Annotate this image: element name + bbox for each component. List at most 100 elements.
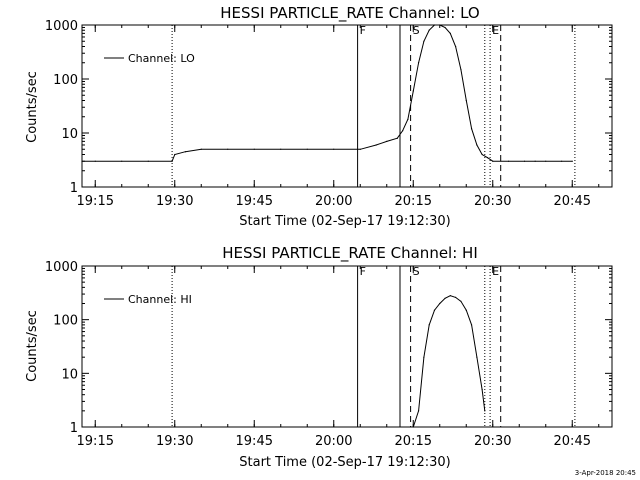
lo-data-point [94, 160, 96, 162]
lo-y-axis-label: Counts/sec [25, 71, 40, 143]
hi-y-axis-label: Counts/sec [25, 310, 40, 382]
hi-marker-label: E [492, 265, 499, 278]
lo-plot-frame [81, 24, 613, 188]
hi-data-point [412, 426, 414, 428]
lo-data-point [200, 148, 202, 150]
hi-plot-area: F S E 1 10 100 1000 19:15 19:30 19:45 20:00 20:15 20… [45, 260, 613, 449]
lo-data-point [561, 160, 563, 162]
lo-data-point [534, 160, 536, 162]
lo-data-point [386, 140, 388, 142]
hi-plot-frame [81, 265, 613, 428]
timestamp-footer: 3-Apr-2018 20:45 [575, 469, 636, 477]
lo-data-point [476, 144, 478, 146]
lo-x-tick-label: 20:15 [395, 194, 432, 209]
hi-data-point [417, 410, 420, 412]
hi-y-tick-label: 10 [61, 367, 78, 382]
lo-data-point [184, 151, 186, 153]
lo-x-tick-label: 20:30 [474, 194, 511, 209]
lo-data-point [333, 148, 335, 150]
lo-data-point [375, 144, 377, 146]
lo-plot-area: F S E 1 10 100 1000 19:15 19:30 19:45 20:00 20:15 20… [45, 19, 613, 209]
lo-data-point [81, 160, 83, 162]
hi-data-point [484, 410, 486, 412]
hi-marker-label: F [360, 265, 366, 278]
lo-data-point [121, 160, 123, 162]
lo-x-tick-label: 19:30 [156, 194, 193, 209]
lo-data-point [147, 160, 149, 162]
lo-x-tick-label: 19:15 [77, 194, 114, 209]
lo-data-point [449, 32, 451, 34]
lo-data-point [396, 137, 398, 139]
lo-x-tick-label: 20:00 [315, 194, 352, 209]
hi-data-point [455, 296, 457, 298]
lo-data-point [444, 26, 446, 29]
lo-data-point [455, 45, 457, 48]
hi-data-point [460, 300, 462, 302]
lo-data-point [465, 99, 467, 102]
lo-legend-label: Channel: LO [128, 52, 195, 65]
hi-legend-label: Channel: HI [128, 293, 192, 306]
lo-data-point [402, 130, 404, 132]
lo-data-point [428, 29, 430, 31]
lo-x-tick-label: 19:45 [236, 194, 273, 209]
hi-data-point [449, 295, 451, 297]
lo-data-point [492, 160, 494, 162]
lo-data-point [486, 157, 489, 159]
hi-data-point [433, 309, 436, 311]
lo-data-point [481, 153, 483, 156]
lo-plot-title: HESSI PARTICLE_RATE Channel: LO [220, 4, 479, 23]
hi-x-tick-label: 20:30 [474, 434, 511, 449]
lo-data-point [227, 148, 229, 150]
hi-x-tick-label: 20:15 [395, 434, 432, 449]
lo-data-point [470, 128, 473, 130]
hi-data-point [439, 302, 441, 305]
hi-x-axis-label: Start Time (02-Sep-17 19:12:30) [239, 455, 450, 470]
lo-channel-panel: HESSI PARTICLE_RATE Channel: LO F S E 1 10 10… [25, 4, 613, 229]
lo-y-tick-label: 1 [70, 181, 78, 196]
lo-data-point [571, 160, 573, 162]
lo-y-tick-label: 1000 [45, 19, 78, 34]
lo-data-point [174, 153, 176, 156]
hi-data-point [481, 388, 483, 391]
hi-x-tick-label: 20:45 [554, 434, 591, 449]
hi-marker-label: S [413, 265, 420, 278]
lo-data-point [439, 24, 441, 26]
hi-x-tick-label: 19:30 [156, 434, 193, 449]
lo-series-line [82, 24, 573, 162]
hi-data-point [444, 297, 446, 299]
hi-x-tick-label: 19:45 [236, 434, 273, 449]
lo-data-point [460, 68, 462, 71]
hi-y-tick-label: 100 [53, 314, 78, 329]
lo-data-point [412, 90, 414, 92]
hi-data-point [428, 324, 430, 326]
hi-x-tick-label: 19:15 [77, 434, 114, 449]
hi-data-point [470, 324, 473, 326]
hi-data-point [476, 356, 478, 358]
hi-series-line [412, 295, 486, 428]
lo-data-point [545, 160, 547, 162]
lo-data-point [306, 148, 308, 150]
lo-marker-label: E [492, 24, 499, 37]
lo-data-point [359, 148, 361, 150]
lo-data-point [433, 24, 436, 26]
lo-data-point [280, 148, 282, 150]
lo-data-point [508, 160, 510, 162]
lo-data-point [523, 160, 526, 162]
hi-x-tick-label: 20:00 [315, 434, 352, 449]
lo-data-point [423, 40, 425, 42]
hi-data-point [465, 309, 467, 311]
hi-plot-title: HESSI PARTICLE_RATE Channel: HI [222, 244, 478, 263]
lo-data-point [171, 160, 173, 162]
lo-marker-label: S [413, 24, 420, 37]
lo-y-tick-label: 100 [53, 73, 78, 88]
lo-marker-label: F [360, 24, 366, 37]
hi-channel-panel: HESSI PARTICLE_RATE Channel: HI F S E 1 10 10… [25, 244, 613, 470]
lo-data-point [417, 62, 420, 64]
hi-data-point [423, 356, 425, 358]
lo-data-point [253, 148, 255, 150]
lo-x-axis-label: Start Time (02-Sep-17 19:12:30) [239, 214, 450, 229]
lo-x-tick-label: 20:45 [554, 194, 591, 209]
lo-data-point [407, 118, 409, 120]
hi-y-tick-label: 1 [70, 421, 78, 436]
